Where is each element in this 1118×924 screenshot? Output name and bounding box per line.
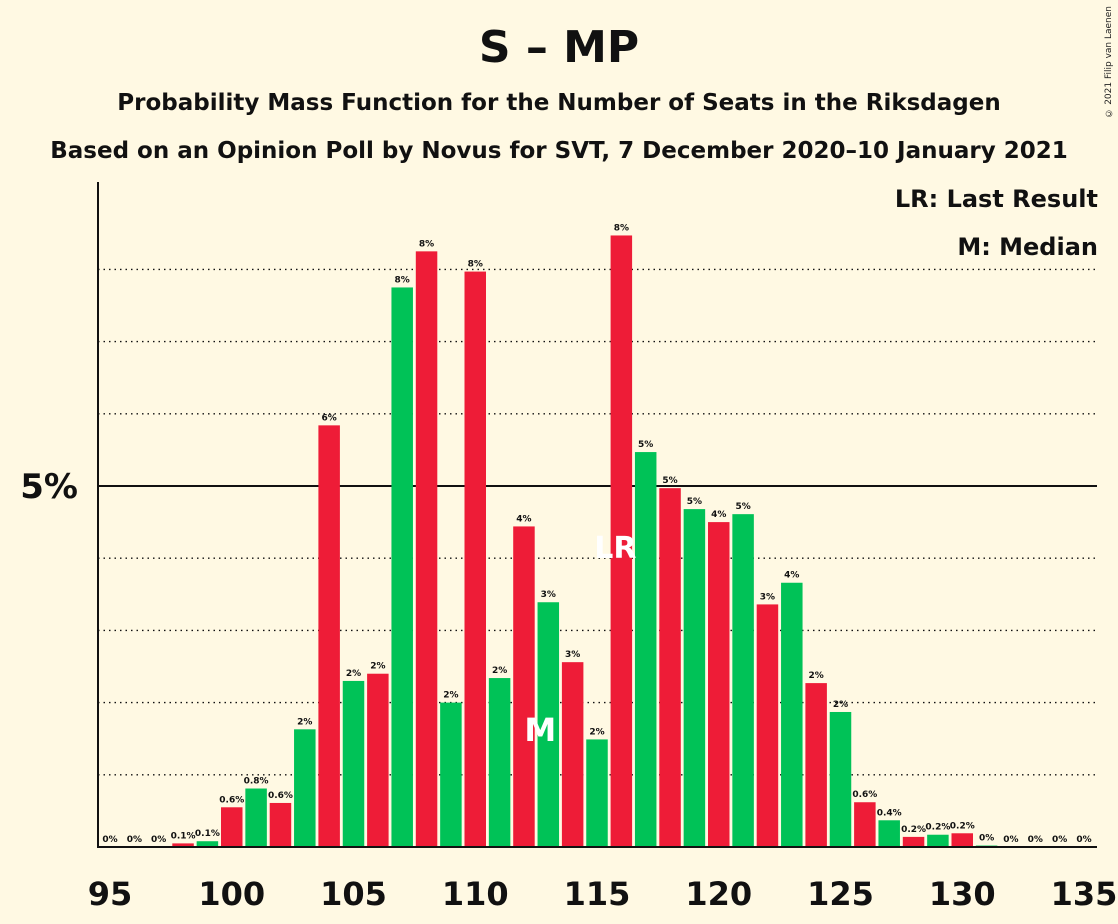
legend-median: M: Median (957, 233, 1098, 261)
bar-label-121: 5% (735, 502, 750, 512)
bar-117 (634, 452, 657, 847)
bar-125 (829, 711, 852, 847)
bar-114 (561, 662, 584, 847)
bar-label-134: 0% (1052, 835, 1067, 845)
bar-label-111: 2% (492, 666, 507, 676)
bar-100 (221, 807, 243, 847)
bar-129 (927, 834, 949, 847)
bar-127 (878, 820, 900, 847)
bar-label-103: 2% (297, 717, 312, 727)
bar-99 (196, 841, 219, 847)
median-marker: M (524, 711, 556, 749)
chart-subtitle: Probability Mass Function for the Number… (117, 90, 1001, 116)
bar-104 (318, 425, 340, 847)
bar-label-131: 0% (979, 834, 994, 844)
bar-130 (951, 833, 973, 847)
x-tick-label: 95 (88, 875, 133, 913)
chart-subtitle-source: Based on an Opinion Poll by Novus for SV… (50, 138, 1068, 164)
bar-label-132: 0% (1003, 835, 1018, 845)
bar-119 (683, 509, 706, 847)
x-tick-label: 120 (685, 875, 752, 913)
bar-label-109: 2% (443, 691, 458, 701)
bar-115 (586, 739, 608, 847)
bar-label-107: 8% (395, 275, 410, 285)
x-tick-label: 125 (807, 875, 874, 913)
bar-103 (294, 729, 316, 847)
bar-label-106: 2% (370, 662, 385, 672)
bar-101 (245, 788, 267, 847)
bar-113 (537, 602, 560, 847)
bar-label-115: 2% (589, 727, 604, 737)
bar-128 (902, 836, 925, 847)
bar-label-108: 8% (419, 239, 434, 249)
bar-label-97: 0% (151, 835, 166, 845)
bar-118 (659, 488, 681, 847)
bar-98 (172, 843, 194, 847)
bar-label-116: 8% (614, 223, 629, 233)
bar-123 (781, 582, 803, 847)
bar-116 (610, 235, 633, 847)
bar-120 (708, 522, 730, 847)
bar-label-101: 0.8% (244, 777, 269, 787)
chart-title: S – MP (478, 22, 640, 73)
x-tick-label: 110 (442, 875, 509, 913)
x-tick-label: 115 (564, 875, 631, 913)
bar-label-112: 4% (516, 514, 531, 524)
bar-label-126: 0.6% (852, 790, 877, 800)
bar-label-95: 0% (102, 835, 117, 845)
y-tick-label: 5% (20, 467, 78, 507)
bar-110 (464, 271, 486, 847)
x-tick-label: 105 (320, 875, 387, 913)
bar-105 (342, 680, 365, 847)
bar-label-96: 0% (127, 835, 142, 845)
bar-102 (269, 802, 292, 847)
bar-label-118: 5% (662, 476, 677, 486)
bar-112 (513, 526, 535, 847)
bar-label-102: 0.6% (268, 791, 293, 801)
bar-label-133: 0% (1028, 835, 1043, 845)
bar-label-113: 3% (541, 590, 556, 600)
bar-111 (488, 678, 511, 847)
x-tick-label: 130 (929, 875, 996, 913)
bar-label-117: 5% (638, 440, 653, 450)
bar-109 (440, 702, 462, 847)
bar-label-128: 0.2% (901, 825, 926, 835)
bar-label-120: 4% (711, 510, 726, 520)
bar-label-119: 5% (687, 497, 702, 507)
bar-label-100: 0.6% (219, 795, 244, 805)
bar-label-123: 4% (784, 571, 799, 581)
bar-106 (367, 673, 389, 847)
bar-label-114: 3% (565, 650, 580, 660)
bar-107 (391, 287, 413, 847)
bar-label-98: 0.1% (171, 831, 196, 841)
bar-label-135: 0% (1076, 835, 1091, 845)
bar-label-124: 2% (809, 671, 824, 681)
bar-label-122: 3% (760, 592, 775, 602)
bar-126 (854, 802, 876, 847)
last-result-marker: LR (594, 531, 636, 566)
bar-label-130: 0.2% (950, 821, 975, 831)
bar-label-99: 0.1% (195, 829, 220, 839)
bar-124 (805, 683, 827, 847)
bar-label-104: 6% (322, 413, 337, 423)
x-tick-label: 135 (1051, 875, 1118, 913)
bar-label-125: 2% (833, 700, 848, 710)
bar-label-127: 0.4% (877, 808, 902, 818)
bar-121 (732, 514, 754, 847)
bar-label-110: 8% (468, 260, 483, 270)
bar-label-129: 0.2% (925, 823, 950, 833)
x-tick-label: 100 (198, 875, 265, 913)
bar-label-105: 2% (346, 669, 361, 679)
bar-108 (415, 251, 438, 848)
bar-122 (756, 604, 779, 847)
legend-last-result: LR: Last Result (894, 185, 1098, 213)
